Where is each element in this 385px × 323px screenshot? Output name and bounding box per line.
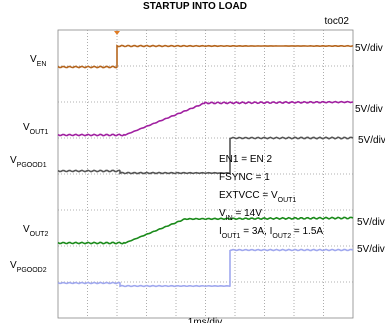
- channel-scale: 5V/div: [358, 135, 385, 146]
- text-run: V: [10, 260, 17, 271]
- subscript: OUT1: [30, 129, 49, 136]
- channel-scale: 5V/div: [355, 104, 383, 115]
- channel-scale: 5V/div: [357, 217, 385, 228]
- subscript: EN: [37, 61, 47, 68]
- trace-vpgood2: [57, 248, 354, 288]
- text-run: I: [219, 226, 222, 237]
- trigger-marker: [114, 31, 120, 35]
- subscript: PGOOD1: [17, 162, 47, 169]
- trace-ven: [57, 44, 354, 69]
- channel-label: VOUT1: [23, 122, 48, 136]
- subscript: PGOOD2: [17, 267, 47, 274]
- subscript: OUT2: [272, 233, 291, 240]
- condition: FSYNC = 1: [219, 172, 270, 183]
- text-run: V: [10, 155, 17, 166]
- condition: VIN = 14V: [219, 208, 262, 222]
- condition: IOUT1 = 3A, IOUT2 = 1.5A: [219, 226, 323, 240]
- subscript: OUT1: [278, 197, 297, 204]
- traces: [57, 44, 354, 288]
- trace-vout1: [57, 100, 354, 137]
- text-run: FSYNC = 1: [219, 172, 270, 183]
- figure-id: toc02: [325, 16, 350, 27]
- channel-label: VPGOOD1: [10, 155, 47, 169]
- condition: EXTVCC = VOUT1: [219, 190, 296, 204]
- subscript: OUT1: [222, 233, 241, 240]
- text-run: V: [23, 122, 30, 133]
- channel-label: VOUT2: [23, 224, 48, 238]
- text-run: = 14V: [233, 208, 263, 219]
- subscript: OUT2: [30, 231, 49, 238]
- text-run: EN1 = EN 2: [219, 154, 273, 165]
- channel-scale: 5V/div: [355, 43, 383, 54]
- channel-label: VEN: [30, 54, 46, 68]
- labels: VEN5V/divVOUT15V/divVPGOOD15V/divVOUT25V…: [10, 43, 385, 323]
- text-run: EXTVCC = V: [219, 190, 278, 201]
- title: STARTUP INTO LOAD: [143, 1, 247, 12]
- trace-vpgood1: [57, 136, 354, 175]
- channel-scale: 5V/div: [357, 244, 385, 255]
- text-run: = 1.5A: [291, 226, 323, 237]
- text-run: V: [219, 208, 226, 219]
- subscript: IN: [226, 215, 233, 222]
- condition: EN1 = EN 2: [219, 154, 273, 165]
- text-run: V: [23, 224, 30, 235]
- channel-label: VPGOOD2: [10, 260, 47, 274]
- trace-vout2: [57, 216, 354, 245]
- text-run: V: [30, 54, 37, 65]
- text-run: = 3A, I: [240, 226, 272, 237]
- time-scale: 1ms/div: [188, 317, 222, 323]
